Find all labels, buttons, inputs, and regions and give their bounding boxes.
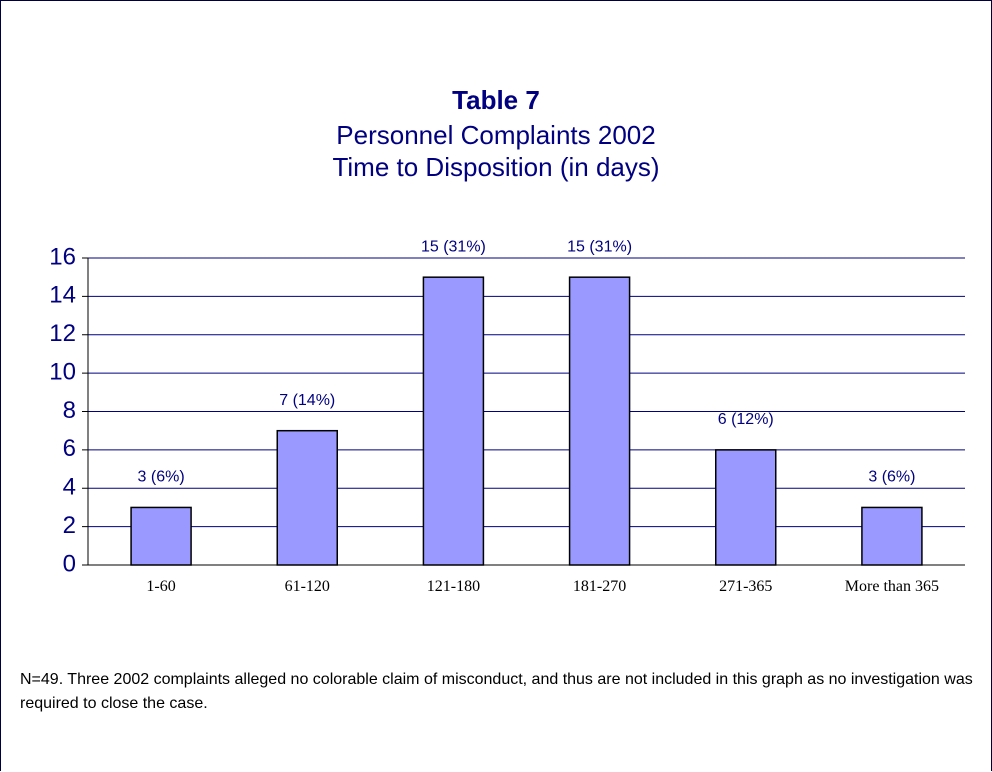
- x-tick-label: 1-60: [146, 578, 176, 595]
- data-label: 15 (31%): [421, 238, 486, 255]
- x-tick-label: 121-180: [426, 578, 481, 595]
- data-label: 15 (31%): [567, 238, 632, 255]
- bar: [715, 449, 777, 566]
- data-label: 6 (12%): [718, 411, 774, 428]
- chart-subtitle: Personnel Complaints 2002: [336, 120, 655, 150]
- data-label: 3 (6%): [868, 469, 915, 486]
- bar: [568, 276, 631, 566]
- y-tick-label: 12: [49, 320, 76, 347]
- y-tick-label: 2: [63, 512, 76, 539]
- y-tick-label: 16: [49, 243, 76, 270]
- bar: [276, 429, 338, 566]
- data-label: 3 (6%): [138, 469, 185, 486]
- y-tick-label: 4: [63, 474, 76, 501]
- x-tick-label: 61-120: [284, 578, 330, 595]
- chart-title: Table 7: [452, 85, 540, 115]
- chart-subtitle: Time to Disposition (in days): [332, 152, 659, 182]
- x-tick-label: 181-270: [572, 578, 627, 595]
- y-tick-label: 0: [63, 550, 76, 577]
- y-tick-label: 6: [63, 435, 76, 462]
- data-label: 7 (14%): [279, 392, 335, 409]
- note: N=49. Three 2002 complaints alleged no c…: [20, 671, 973, 712]
- bar: [422, 276, 485, 566]
- x-tick-label: More than 365: [844, 578, 939, 595]
- bar: [861, 506, 923, 566]
- y-tick-label: 10: [49, 358, 76, 385]
- y-tick-label: 14: [49, 282, 76, 309]
- bar: [130, 506, 192, 566]
- y-tick-label: 8: [63, 397, 76, 424]
- x-tick-label: 271-365: [719, 578, 773, 595]
